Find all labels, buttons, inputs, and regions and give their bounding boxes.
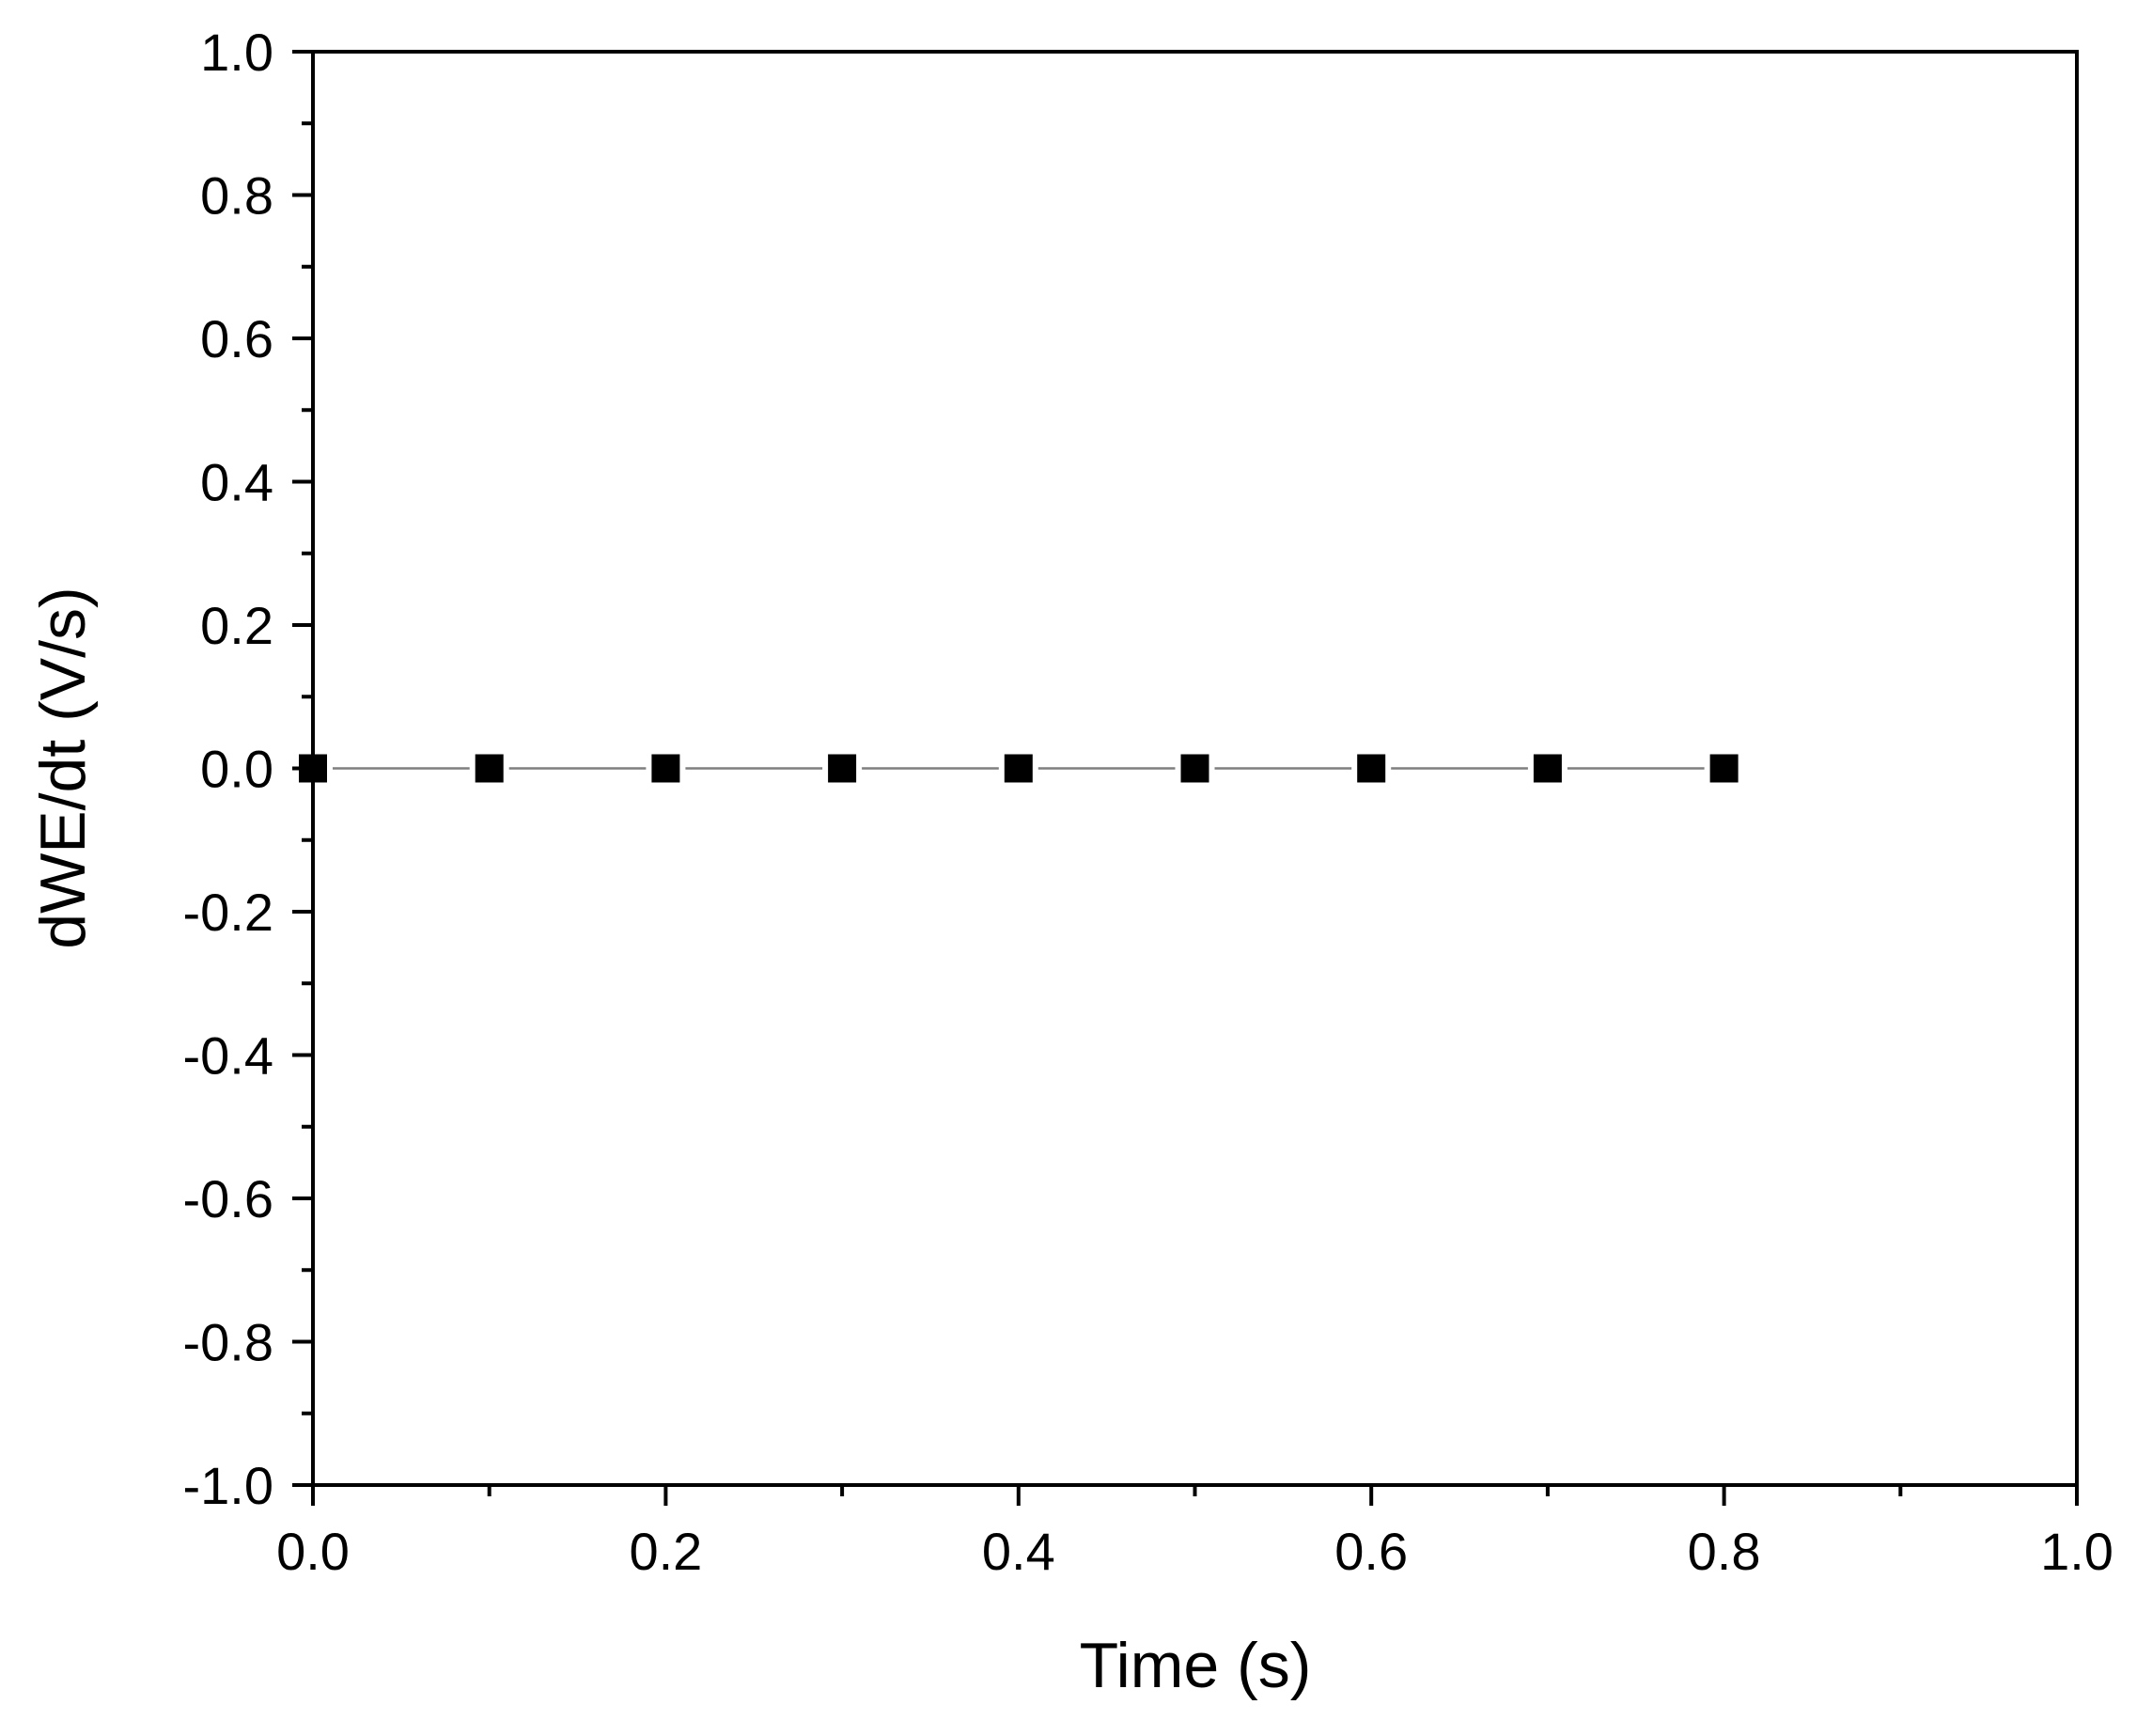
data-point-marker <box>475 754 504 783</box>
y-tick-label: -0.2 <box>183 883 274 942</box>
data-point-marker <box>1357 754 1386 783</box>
data-point-marker <box>1004 754 1033 783</box>
y-tick-label: 0.0 <box>200 740 273 799</box>
axes: 0.0 0.2 0.4 0.6 0.8 1.0 1.0 0.8 0.6 0.4 0.2 0.0 -0.2… <box>183 23 2114 1581</box>
x-axis-title: Time (s) <box>1080 1630 1312 1701</box>
y-tick-label: -1.0 <box>183 1456 274 1515</box>
data-point-marker <box>1180 754 1209 783</box>
data-series <box>299 754 1739 783</box>
axis-labels: Time (s) dWE/dt (V/s) <box>27 586 1311 1701</box>
y-tick-label: 1.0 <box>200 23 273 82</box>
data-point-marker <box>1709 754 1739 783</box>
data-point-marker <box>828 754 857 783</box>
y-tick-label: -0.8 <box>183 1313 274 1372</box>
y-tick-label: 0.8 <box>200 166 273 226</box>
x-tick-label: 1.0 <box>2040 1522 2114 1581</box>
y-tick-label: 0.6 <box>200 309 273 368</box>
y-axis-title: dWE/dt (V/s) <box>27 586 99 948</box>
data-point-marker <box>299 754 327 783</box>
y-tick-label: 0.4 <box>200 453 273 512</box>
x-tick-label: 0.8 <box>1688 1522 1761 1581</box>
y-tick-label: -0.6 <box>183 1169 274 1228</box>
y-tick-label: -0.4 <box>183 1026 274 1086</box>
y-tick-label: 0.2 <box>200 596 273 655</box>
x-tick-label: 0.6 <box>1334 1522 1408 1581</box>
data-point-marker <box>651 754 680 783</box>
x-tick-label: 0.4 <box>982 1522 1055 1581</box>
data-point-marker <box>1533 754 1562 783</box>
x-tick-label: 0.0 <box>276 1522 350 1581</box>
x-tick-label: 0.2 <box>629 1522 702 1581</box>
